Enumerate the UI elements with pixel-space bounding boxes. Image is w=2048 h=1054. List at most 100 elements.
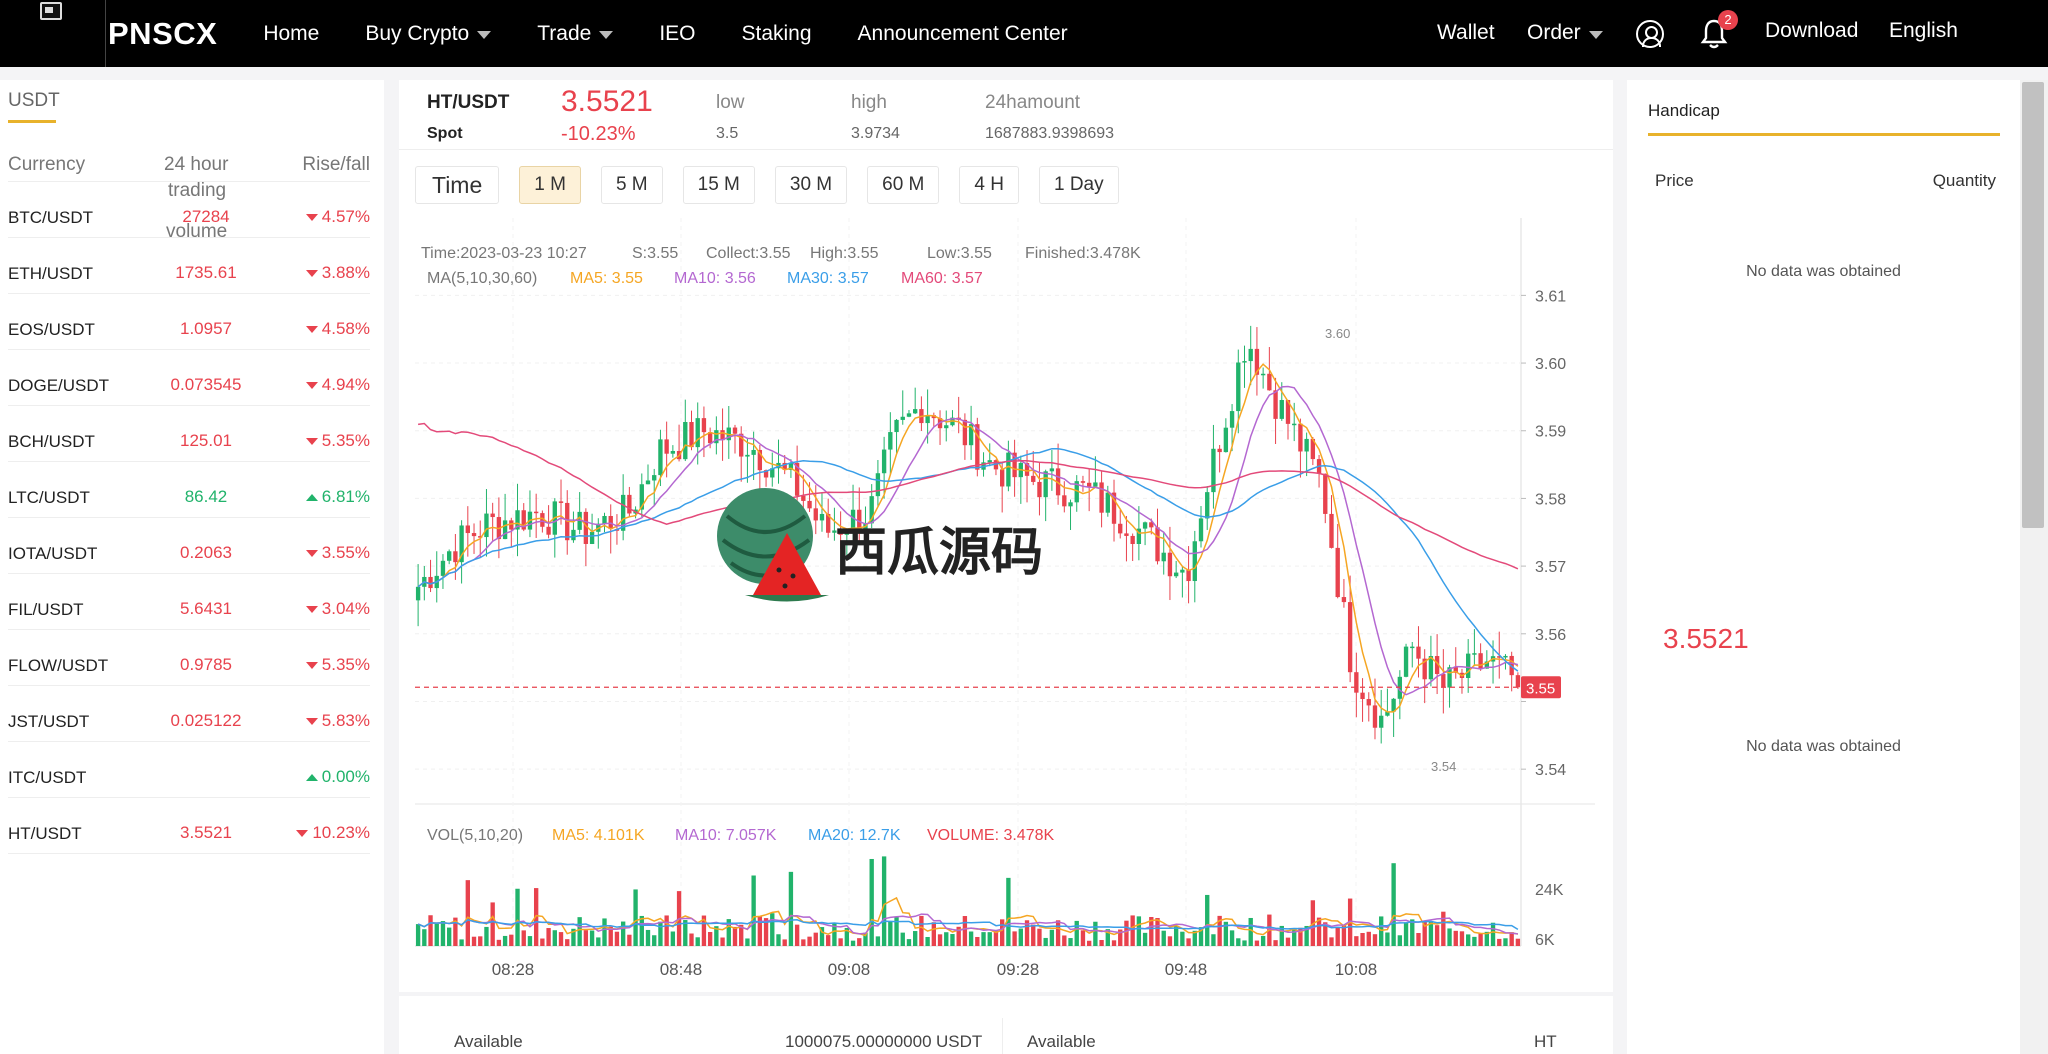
candle-body (906, 413, 912, 417)
candle-body (664, 439, 669, 454)
timeframe-15m[interactable]: 15 M (682, 166, 755, 204)
candle-body (1428, 656, 1434, 680)
volume-bar (1292, 928, 1297, 946)
market-price: 5.6431 (180, 599, 232, 618)
candle-body (1503, 655, 1508, 658)
timeframe-30m[interactable]: 30 M (774, 166, 848, 204)
market-row[interactable]: EOS/USDT 1.0957 4.58% (8, 294, 370, 350)
nav-ieo[interactable]: IEO (659, 21, 696, 45)
timeframe-4h[interactable]: 4 H (959, 166, 1019, 204)
volume-bar (1410, 919, 1415, 946)
market-row[interactable]: DOGE/USDT 0.073545 4.94% (8, 350, 370, 406)
candle-body (658, 439, 663, 476)
candle-body (968, 424, 974, 446)
timeframe-1m[interactable]: 1 M (519, 166, 581, 204)
brand-name[interactable]: PNSCX (108, 15, 218, 51)
timeframe-time[interactable]: Time (415, 166, 500, 204)
nav-home[interactable]: Home (263, 21, 320, 45)
handicap-price-header: Price (1655, 171, 1694, 190)
nav-wallet-link[interactable]: Wallet (1437, 21, 1495, 45)
market-row[interactable]: ITC/USDT 0.00% (8, 742, 370, 798)
timeframe-60m[interactable]: 60 M (867, 166, 940, 204)
candle-body (1385, 711, 1390, 716)
candle-body (515, 510, 520, 530)
volume-bar (925, 936, 930, 946)
market-price: 0.025122 (170, 711, 242, 730)
handicap-title[interactable]: Handicap (1648, 101, 1720, 120)
volume-bar (645, 929, 651, 946)
market-row[interactable]: FIL/USDT 5.6431 3.04% (8, 574, 370, 630)
volume-bar (1074, 920, 1079, 946)
candle-body (440, 560, 446, 576)
nav-trade[interactable]: Trade (537, 22, 614, 46)
market-row[interactable]: JST/USDT 0.025122 5.83% (8, 686, 370, 742)
candle-body (720, 430, 725, 441)
nav-download[interactable]: Download (1765, 19, 1859, 42)
volume-bar (751, 875, 756, 946)
volume-bar (1167, 936, 1173, 946)
logo-image[interactable] (38, 0, 106, 67)
market-symbol: FLOW/USDT (8, 656, 109, 675)
nav-language[interactable]: English (1889, 19, 1958, 42)
current-price-tag (1521, 676, 1561, 699)
timeframe-1day[interactable]: 1 Day (1038, 166, 1119, 204)
volume-bar (1080, 930, 1086, 946)
vol-legend-label: VOL(5,10,20) (427, 827, 523, 844)
candle-body (1136, 528, 1142, 544)
tab-usdt[interactable]: USDT (8, 90, 60, 111)
candle-body (701, 418, 707, 433)
candle-body (1341, 597, 1347, 603)
market-price: 0.073545 (170, 375, 242, 394)
candle-body (888, 432, 893, 450)
market-row[interactable]: BTC/USDT 27284 4.57% (8, 182, 370, 238)
candlestick-chart[interactable]: 3.61 3.60 3.59 3.58 3.57 3.56 3.54 08:28 08:48 09… (415, 218, 1615, 1028)
candle-body (683, 421, 688, 460)
timeframe-5m[interactable]: 5 M (600, 166, 663, 204)
candle-body (869, 496, 874, 524)
ma5-legend: MA5: 3.55 (570, 270, 643, 287)
candle-body (1292, 423, 1297, 426)
volume-bar (540, 938, 545, 946)
candle-body (894, 419, 899, 433)
candle-body (490, 513, 495, 518)
candle-body (832, 530, 837, 533)
candle-body (1354, 672, 1359, 693)
volume-bar (1105, 929, 1110, 946)
price-tick-label: 3.57 (1535, 559, 1566, 576)
volume-bar (720, 937, 725, 946)
user-icon[interactable] (1636, 20, 1664, 48)
market-price: 3.5521 (180, 823, 232, 842)
market-row[interactable]: ETH/USDT 1735.61 3.88% (8, 238, 370, 294)
volume-bar (1223, 921, 1229, 946)
candle-body (1205, 492, 1210, 519)
volume-bar (950, 934, 955, 946)
nav-announcement-center[interactable]: Announcement Center (857, 21, 1068, 45)
scrollbar-thumb[interactable] (2022, 82, 2044, 528)
nav-staking[interactable]: Staking (741, 21, 812, 45)
nav-order-label: Order (1527, 21, 1581, 44)
candle-body (509, 520, 514, 530)
market-row[interactable]: LTC/USDT 86.42 6.81% (8, 462, 370, 518)
candle-body (620, 494, 626, 531)
volume-bar (1018, 928, 1023, 946)
candle-body (558, 501, 564, 503)
market-row[interactable]: HT/USDT 3.5521 10.23% (8, 798, 370, 854)
nav-order[interactable]: Order (1527, 21, 1603, 45)
volume-bar (614, 931, 620, 946)
volume-bar (726, 919, 731, 946)
market-symbol: DOGE/USDT (8, 376, 110, 395)
notification-button[interactable]: 2 (1700, 10, 1738, 49)
market-row[interactable]: IOTA/USDT 0.2063 3.55% (8, 518, 370, 574)
volume-bar (502, 935, 508, 946)
nav-buy-crypto[interactable]: Buy Crypto (365, 22, 492, 46)
candle-body (1298, 423, 1303, 452)
time-axis-label: 08:28 (492, 960, 535, 979)
candle-body (987, 460, 992, 463)
market-symbol: IOTA/USDT (8, 544, 98, 563)
market-row[interactable]: BCH/USDT 125.01 5.35% (8, 406, 370, 462)
volume-bar (913, 931, 918, 946)
handicap-empty-asks: No data was obtained (1746, 263, 1901, 280)
candle-body (1006, 452, 1011, 487)
candle-body (1012, 452, 1017, 478)
market-row[interactable]: FLOW/USDT 0.9785 5.35% (8, 630, 370, 686)
